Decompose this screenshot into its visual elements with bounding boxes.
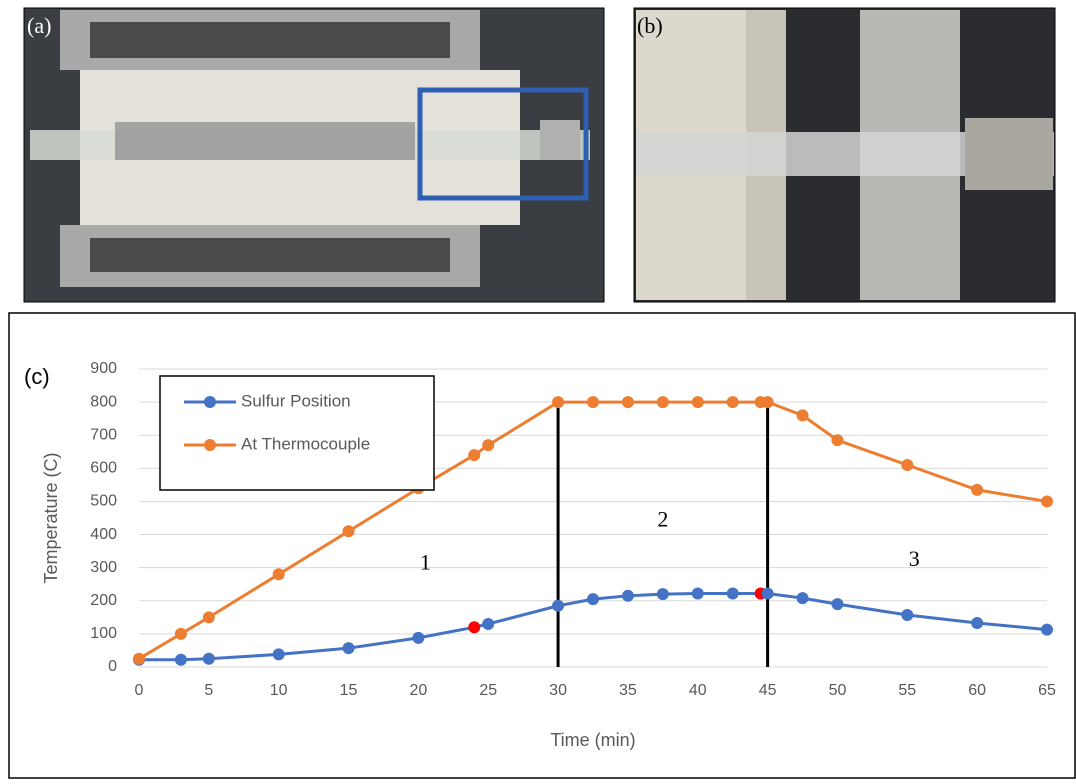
- x-tick-label: 65: [1038, 682, 1056, 699]
- legend-swatch: [204, 396, 216, 408]
- data-point: [971, 483, 984, 496]
- data-point: [552, 599, 565, 612]
- y-tick-label: 100: [90, 625, 117, 642]
- data-point: [468, 449, 481, 462]
- data-point: [468, 621, 481, 634]
- data-point: [342, 525, 355, 538]
- y-tick-label: 200: [90, 592, 117, 609]
- y-tick-label: 600: [90, 460, 117, 477]
- data-point: [202, 611, 215, 624]
- x-tick-label: 10: [270, 682, 288, 699]
- data-point: [621, 589, 634, 602]
- x-tick-label: 60: [968, 682, 986, 699]
- data-point: [691, 396, 704, 409]
- data-point: [412, 631, 425, 644]
- panel-label: (c): [24, 364, 50, 389]
- data-point: [831, 598, 844, 611]
- data-point: [1041, 495, 1053, 508]
- phase-label: 2: [657, 506, 668, 531]
- x-tick-label: 25: [479, 682, 497, 699]
- y-tick-label: 900: [90, 360, 117, 377]
- data-point: [901, 609, 914, 622]
- y-tick-label: 300: [90, 559, 117, 576]
- y-tick-label: 700: [90, 426, 117, 443]
- x-tick-label: 55: [898, 682, 916, 699]
- panel-label: (a): [27, 13, 51, 38]
- data-point: [971, 616, 984, 629]
- photo-b: [633, 7, 1056, 303]
- legend-label: At Thermocouple: [241, 434, 370, 453]
- data-point: [482, 617, 495, 630]
- y-tick-label: 800: [90, 393, 117, 410]
- x-tick-label: 50: [829, 682, 847, 699]
- data-point: [133, 652, 145, 665]
- data-point: [726, 396, 739, 409]
- data-point: [656, 588, 669, 601]
- data-point: [587, 593, 599, 606]
- y-axis-label: Temperature (C): [41, 452, 61, 583]
- data-point: [901, 459, 914, 472]
- legend-box: [159, 375, 435, 491]
- data-point: [174, 653, 187, 666]
- data-point: [587, 396, 599, 409]
- data-point: [174, 627, 187, 640]
- data-point: [831, 434, 844, 447]
- data-point: [726, 587, 739, 600]
- data-point: [796, 592, 809, 605]
- x-tick-label: 5: [204, 682, 213, 699]
- data-point: [552, 396, 565, 409]
- phase-label: 1: [420, 549, 431, 574]
- photo-a: [23, 7, 605, 303]
- data-point: [202, 652, 215, 665]
- data-point: [272, 568, 285, 581]
- legend-label: Sulfur Position: [241, 391, 351, 410]
- x-tick-label: 40: [689, 682, 707, 699]
- data-point: [761, 396, 774, 409]
- x-tick-label: 30: [549, 682, 567, 699]
- x-tick-label: 20: [409, 682, 427, 699]
- data-point: [272, 648, 285, 661]
- y-tick-label: 400: [90, 526, 117, 543]
- data-point: [482, 439, 495, 452]
- data-point: [621, 396, 634, 409]
- y-tick-label: 0: [108, 658, 117, 675]
- x-tick-label: 0: [135, 682, 144, 699]
- data-point: [342, 642, 355, 655]
- data-point: [691, 587, 704, 600]
- x-tick-label: 35: [619, 682, 637, 699]
- data-point: [1041, 623, 1053, 636]
- data-point: [761, 587, 774, 600]
- legend-swatch: [204, 439, 216, 451]
- x-tick-label: 45: [759, 682, 777, 699]
- x-tick-label: 15: [340, 682, 358, 699]
- y-tick-label: 500: [90, 493, 117, 510]
- data-point: [656, 396, 669, 409]
- phase-label: 3: [909, 546, 920, 571]
- data-point: [796, 409, 809, 422]
- chart-frame: [8, 312, 1076, 779]
- panel-label: (b): [637, 13, 663, 38]
- x-axis-label: Time (min): [550, 730, 635, 750]
